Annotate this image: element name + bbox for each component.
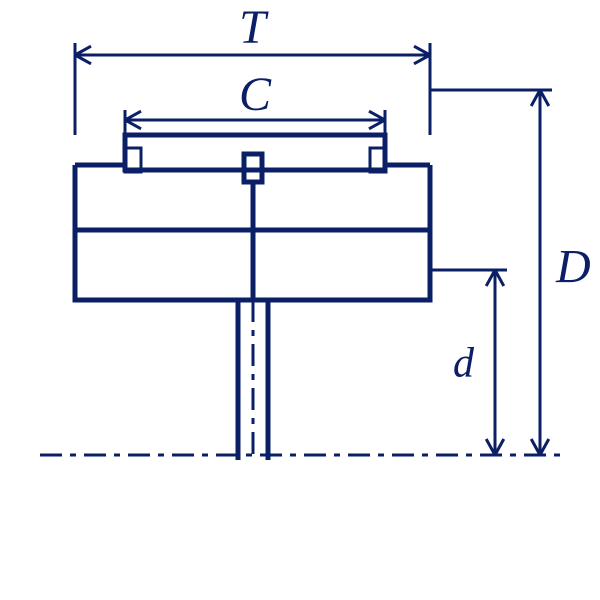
label-d: d <box>453 341 475 387</box>
label-T: T <box>239 1 269 54</box>
label-C: C <box>239 68 272 121</box>
label-D: D <box>555 241 591 294</box>
